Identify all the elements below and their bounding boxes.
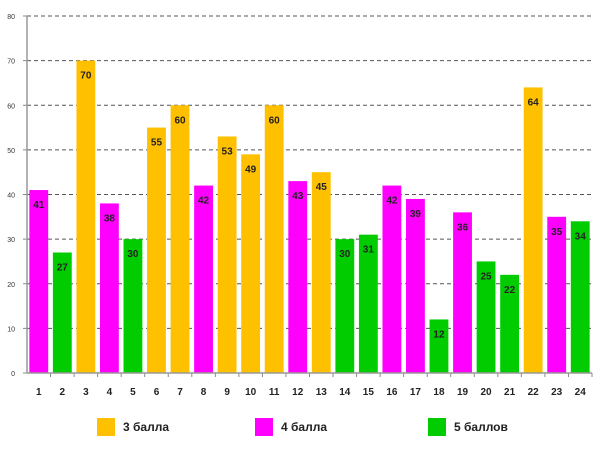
bar <box>335 239 355 373</box>
bar <box>123 239 143 373</box>
x-tick-label: 5 <box>130 387 136 398</box>
x-tick-label: 12 <box>292 387 304 398</box>
data-label: 38 <box>104 213 116 224</box>
bar <box>147 127 166 373</box>
bar <box>217 136 237 373</box>
data-label: 60 <box>174 115 186 126</box>
legend-item-4: 4 балла <box>255 418 327 436</box>
bar <box>382 185 402 373</box>
x-tick-label: 19 <box>457 387 469 398</box>
x-tick-label: 7 <box>177 387 183 398</box>
data-label: 41 <box>33 200 45 211</box>
bar <box>52 252 72 373</box>
x-tick-label: 16 <box>386 387 398 398</box>
x-tick-label: 9 <box>224 387 230 398</box>
bar <box>406 198 425 373</box>
data-label: 34 <box>575 231 587 242</box>
y-tick-label: 70 <box>7 59 15 66</box>
bar <box>358 234 378 373</box>
data-label: 25 <box>481 271 493 282</box>
legend: 3 балла 4 балла 5 баллов <box>0 418 600 440</box>
bar <box>453 212 472 373</box>
x-tick-label: 11 <box>269 387 280 398</box>
data-label: 36 <box>457 222 469 233</box>
y-tick-label: 0 <box>11 371 15 378</box>
bar <box>170 105 190 373</box>
y-tick-label: 50 <box>7 148 15 155</box>
x-tick-label: 3 <box>83 387 89 398</box>
legend-label: 4 балла <box>281 420 328 434</box>
bar <box>99 203 119 373</box>
data-label: 53 <box>222 146 234 157</box>
bar <box>288 181 308 373</box>
bar <box>547 216 567 373</box>
data-label: 42 <box>386 196 398 207</box>
y-tick-label: 40 <box>7 193 15 200</box>
x-tick-label: 22 <box>528 387 540 398</box>
data-label: 60 <box>269 115 281 126</box>
x-tick-label: 20 <box>481 387 493 398</box>
data-label: 35 <box>551 227 563 238</box>
x-tick-label: 1 <box>36 387 42 398</box>
x-tick-label: 14 <box>339 387 351 398</box>
bar <box>194 185 213 373</box>
legend-label: 3 балла <box>123 420 170 434</box>
x-tick-label: 8 <box>201 387 207 398</box>
x-tick-label: 6 <box>154 387 160 398</box>
legend-label: 5 баллов <box>454 420 508 434</box>
x-tick-label: 4 <box>107 387 113 398</box>
data-label: 39 <box>410 209 422 220</box>
x-tick-label: 23 <box>551 387 563 398</box>
data-label: 31 <box>363 245 375 256</box>
bar <box>570 221 590 373</box>
data-label: 27 <box>57 263 69 274</box>
bar <box>311 172 331 373</box>
x-tick-label: 24 <box>575 387 587 398</box>
bar <box>76 60 96 373</box>
data-label: 64 <box>528 97 540 108</box>
data-label: 42 <box>198 196 210 207</box>
data-label: 30 <box>127 249 139 260</box>
y-tick-label: 20 <box>7 282 15 289</box>
x-tick-label: 2 <box>60 387 66 398</box>
y-tick-label: 10 <box>7 326 15 333</box>
y-tick-label: 80 <box>7 14 15 21</box>
x-tick-label: 17 <box>410 387 422 398</box>
bar <box>29 190 49 373</box>
x-tick-label: 15 <box>363 387 375 398</box>
data-label: 30 <box>339 249 351 260</box>
bar <box>476 261 496 373</box>
x-tick-label: 21 <box>504 387 516 398</box>
bar <box>523 87 543 374</box>
data-label: 12 <box>433 329 445 340</box>
legend-swatch <box>97 418 115 436</box>
data-label: 70 <box>80 71 92 82</box>
legend-item-5: 5 баллов <box>428 418 508 436</box>
x-tick-label: 10 <box>245 387 257 398</box>
bar <box>500 274 520 373</box>
x-tick-label: 13 <box>316 387 328 398</box>
x-tick-label: 18 <box>433 387 445 398</box>
data-label: 55 <box>151 138 163 149</box>
data-label: 22 <box>504 285 516 296</box>
data-label: 45 <box>316 182 328 193</box>
data-label: 43 <box>292 191 304 202</box>
legend-item-3: 3 балла <box>97 418 169 436</box>
y-tick-label: 60 <box>7 103 15 110</box>
y-tick-label: 30 <box>7 237 15 244</box>
bar-chart: 0102030405060708041127270338430555660742… <box>7 14 593 398</box>
legend-swatch <box>255 418 273 436</box>
bar <box>429 319 449 373</box>
legend-swatch <box>428 418 446 436</box>
bar <box>264 105 284 373</box>
data-label: 49 <box>245 164 257 175</box>
bar <box>241 154 261 373</box>
